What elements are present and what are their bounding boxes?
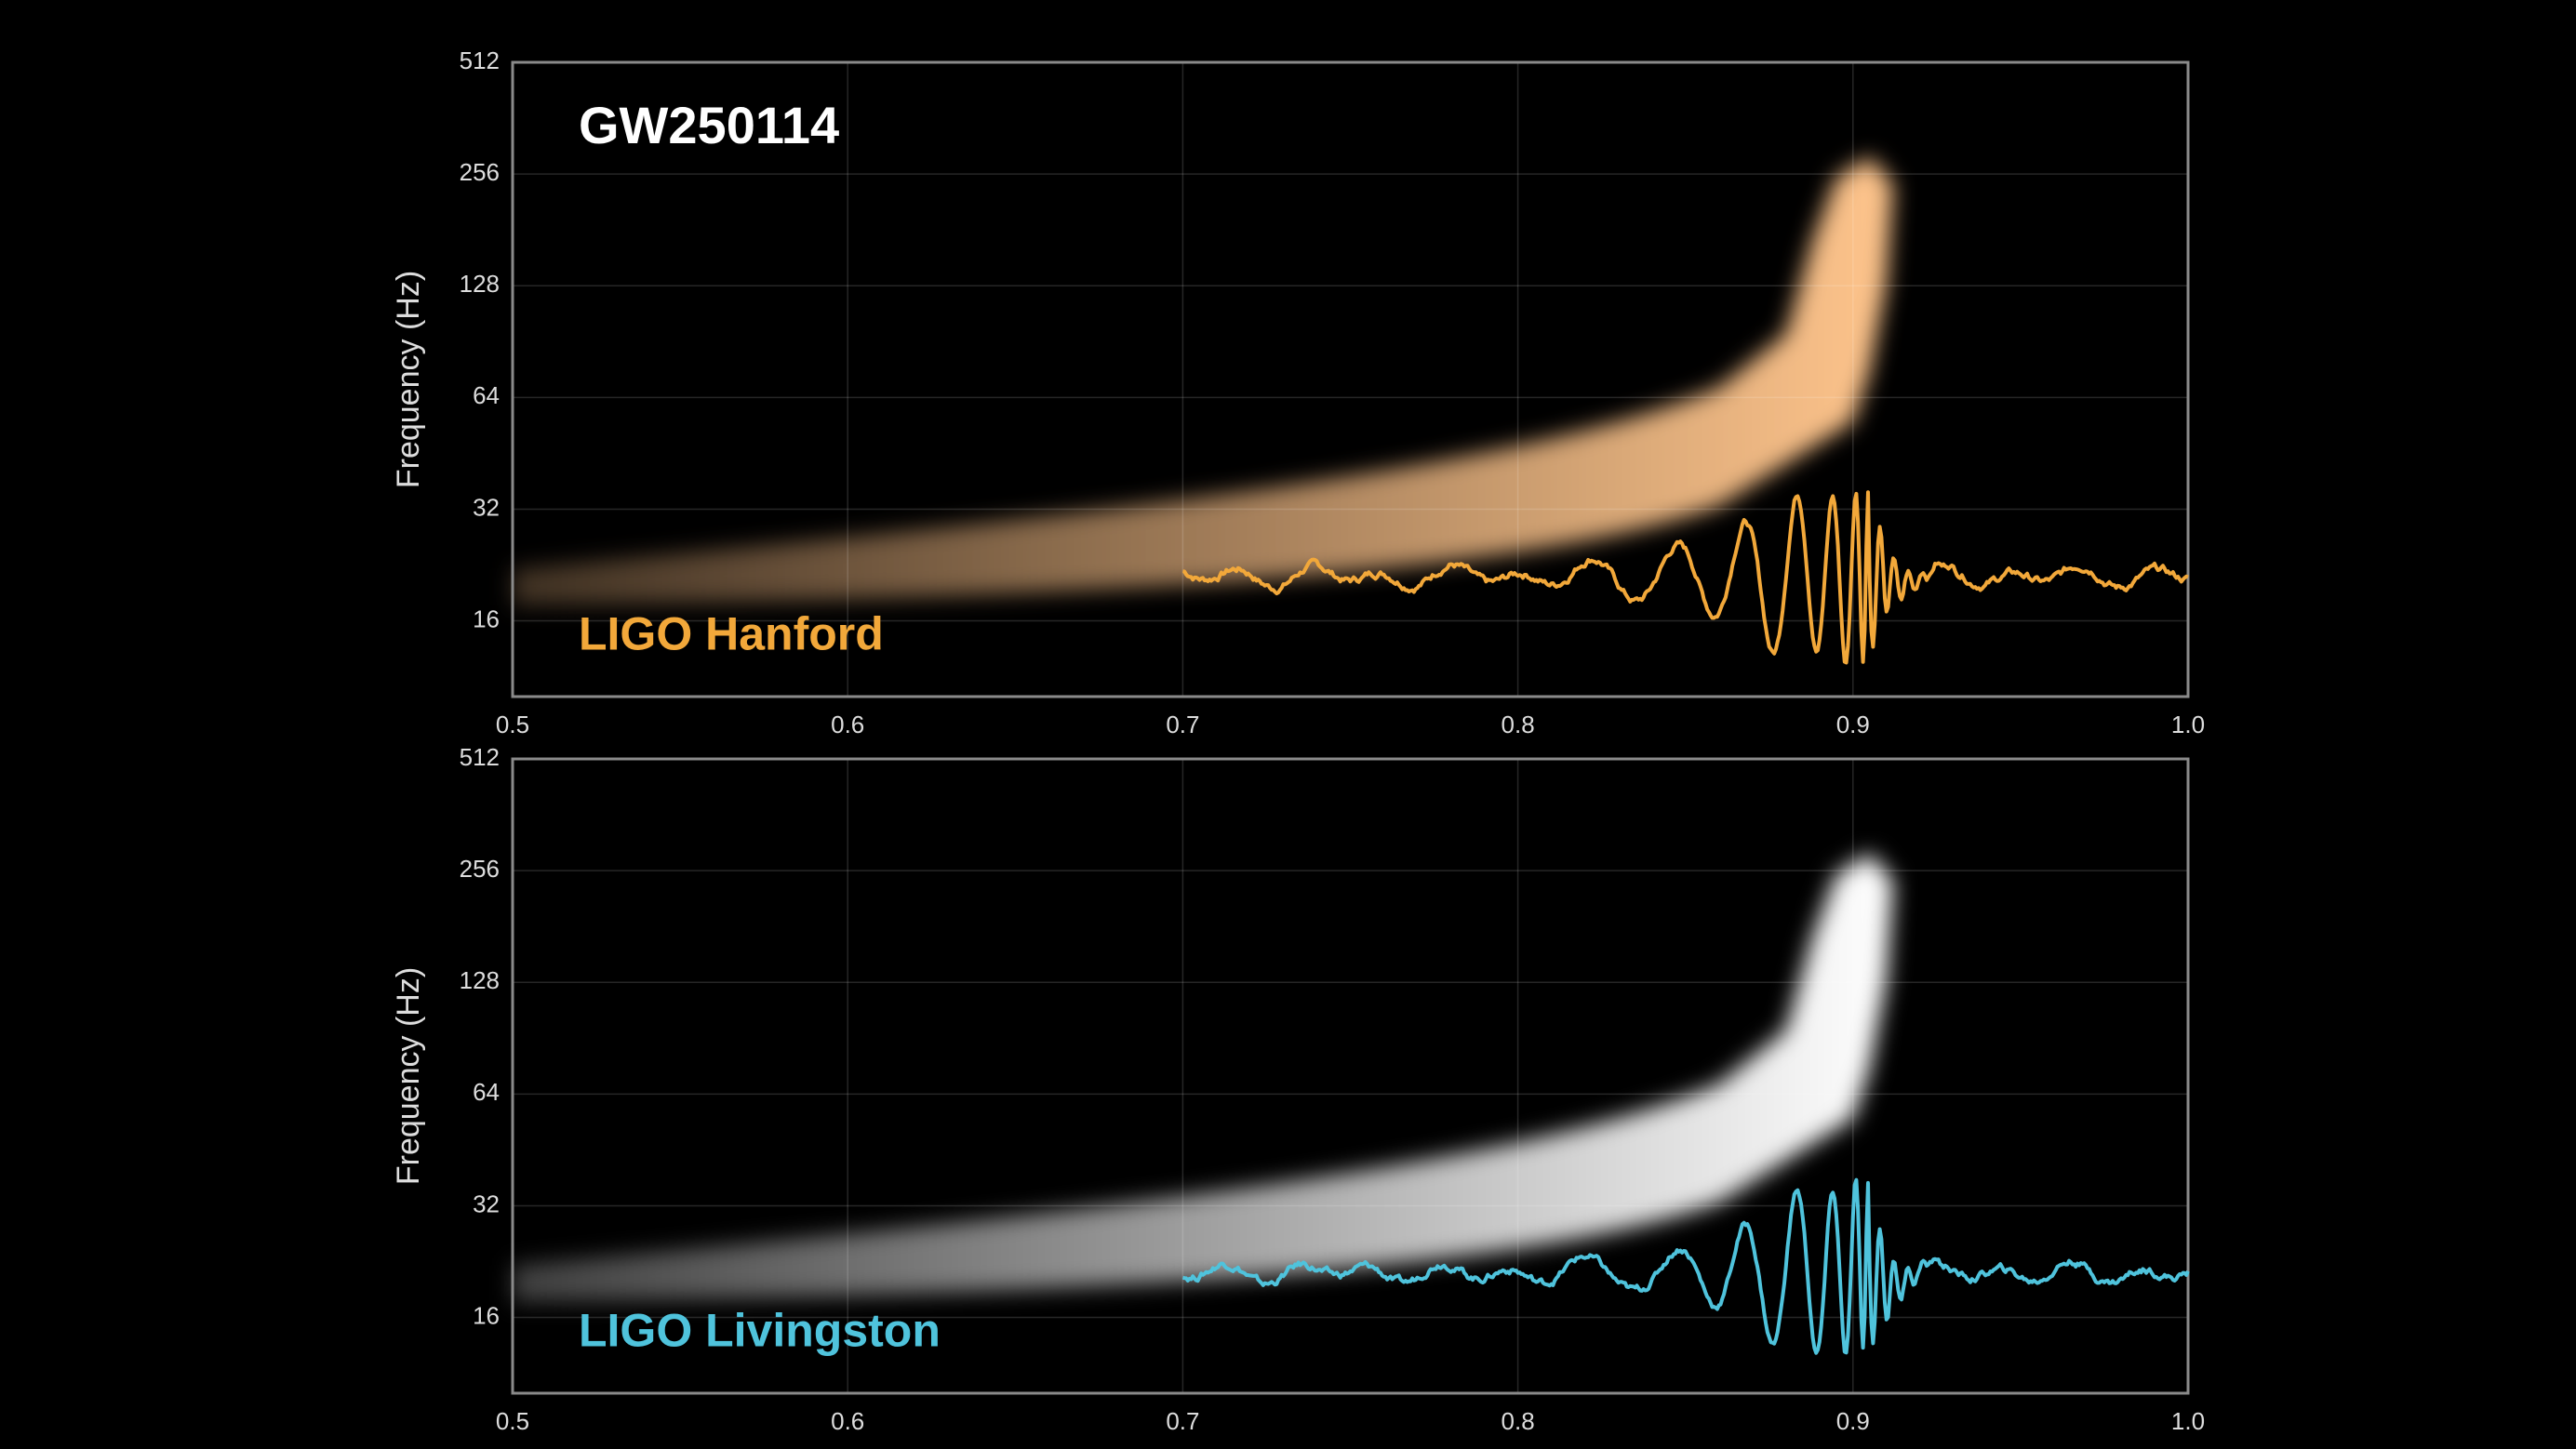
detector-label: LIGO Hanford (579, 607, 884, 659)
x-tick-label: 0.5 (496, 711, 529, 738)
y-tick-label: 32 (473, 493, 500, 521)
y-tick-label: 16 (473, 1301, 500, 1329)
waveform (1181, 1177, 2190, 1355)
x-tick-label: 0.8 (1502, 711, 1535, 738)
spectrogram-track (513, 853, 1894, 1302)
x-tick-label: 0.7 (1166, 711, 1199, 738)
y-tick-label: 128 (460, 270, 500, 298)
y-tick-label: 64 (473, 381, 500, 409)
x-tick-label: 1.0 (2171, 711, 2205, 738)
y-tick-label: 512 (460, 743, 500, 771)
x-tick-label: 0.9 (1836, 1407, 1870, 1435)
waveform (1182, 490, 2189, 665)
x-tick-label: 0.6 (831, 1407, 864, 1435)
x-tick-label: 0.9 (1836, 711, 1870, 738)
y-axis-label: Frequency (Hz) (391, 271, 426, 488)
y-tick-label: 64 (473, 1078, 500, 1106)
x-tick-label: 0.8 (1502, 1407, 1535, 1435)
detector-label: LIGO Livingston (579, 1304, 941, 1356)
x-tick-label: 0.5 (496, 1407, 529, 1435)
y-tick-label: 256 (460, 158, 500, 186)
y-axis-label: Frequency (Hz) (391, 967, 426, 1185)
x-tick-label: 1.0 (2171, 1407, 2205, 1435)
chart-title: GW250114 (579, 96, 839, 154)
plot-frame (511, 60, 2190, 698)
x-tick-label: 0.7 (1166, 1407, 1199, 1435)
plot-frame (511, 757, 2190, 1395)
y-tick-label: 16 (473, 605, 500, 632)
y-tick-label: 32 (473, 1190, 500, 1217)
y-tick-label: 128 (460, 966, 500, 994)
x-tick-label: 0.6 (831, 711, 864, 738)
y-tick-label: 256 (460, 855, 500, 883)
spectrogram-track (513, 156, 1894, 605)
y-tick-label: 512 (460, 47, 500, 74)
